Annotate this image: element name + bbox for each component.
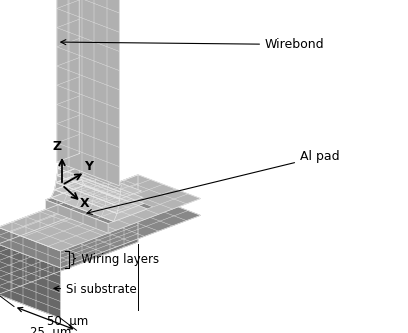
Polygon shape [0, 175, 138, 244]
Text: 50  μm: 50 μm [47, 314, 89, 327]
Polygon shape [55, 182, 118, 213]
Polygon shape [57, 0, 119, 186]
Polygon shape [57, 0, 79, 162]
Polygon shape [0, 191, 200, 268]
Polygon shape [51, 190, 117, 221]
Polygon shape [0, 227, 60, 268]
Text: X: X [80, 197, 90, 210]
Polygon shape [56, 175, 120, 206]
Polygon shape [55, 173, 82, 190]
Polygon shape [56, 167, 80, 182]
Text: Wirebond: Wirebond [61, 38, 325, 51]
Polygon shape [57, 168, 120, 199]
Text: } Wiring layers: } Wiring layers [71, 253, 160, 266]
Polygon shape [51, 185, 147, 221]
Polygon shape [58, 155, 78, 168]
Polygon shape [57, 167, 142, 199]
Polygon shape [0, 191, 138, 294]
Polygon shape [46, 200, 108, 233]
Polygon shape [58, 161, 121, 192]
Polygon shape [56, 173, 142, 206]
Polygon shape [55, 180, 144, 213]
Polygon shape [0, 175, 200, 251]
Text: Z: Z [53, 140, 62, 153]
Text: 25  μm: 25 μm [29, 326, 71, 333]
Polygon shape [51, 180, 85, 198]
Text: Si substrate: Si substrate [54, 283, 137, 296]
Polygon shape [57, 161, 79, 175]
Polygon shape [46, 183, 153, 223]
Polygon shape [0, 244, 60, 318]
Text: Al pad: Al pad [87, 150, 339, 214]
Text: Y: Y [84, 160, 93, 173]
Polygon shape [46, 183, 91, 209]
